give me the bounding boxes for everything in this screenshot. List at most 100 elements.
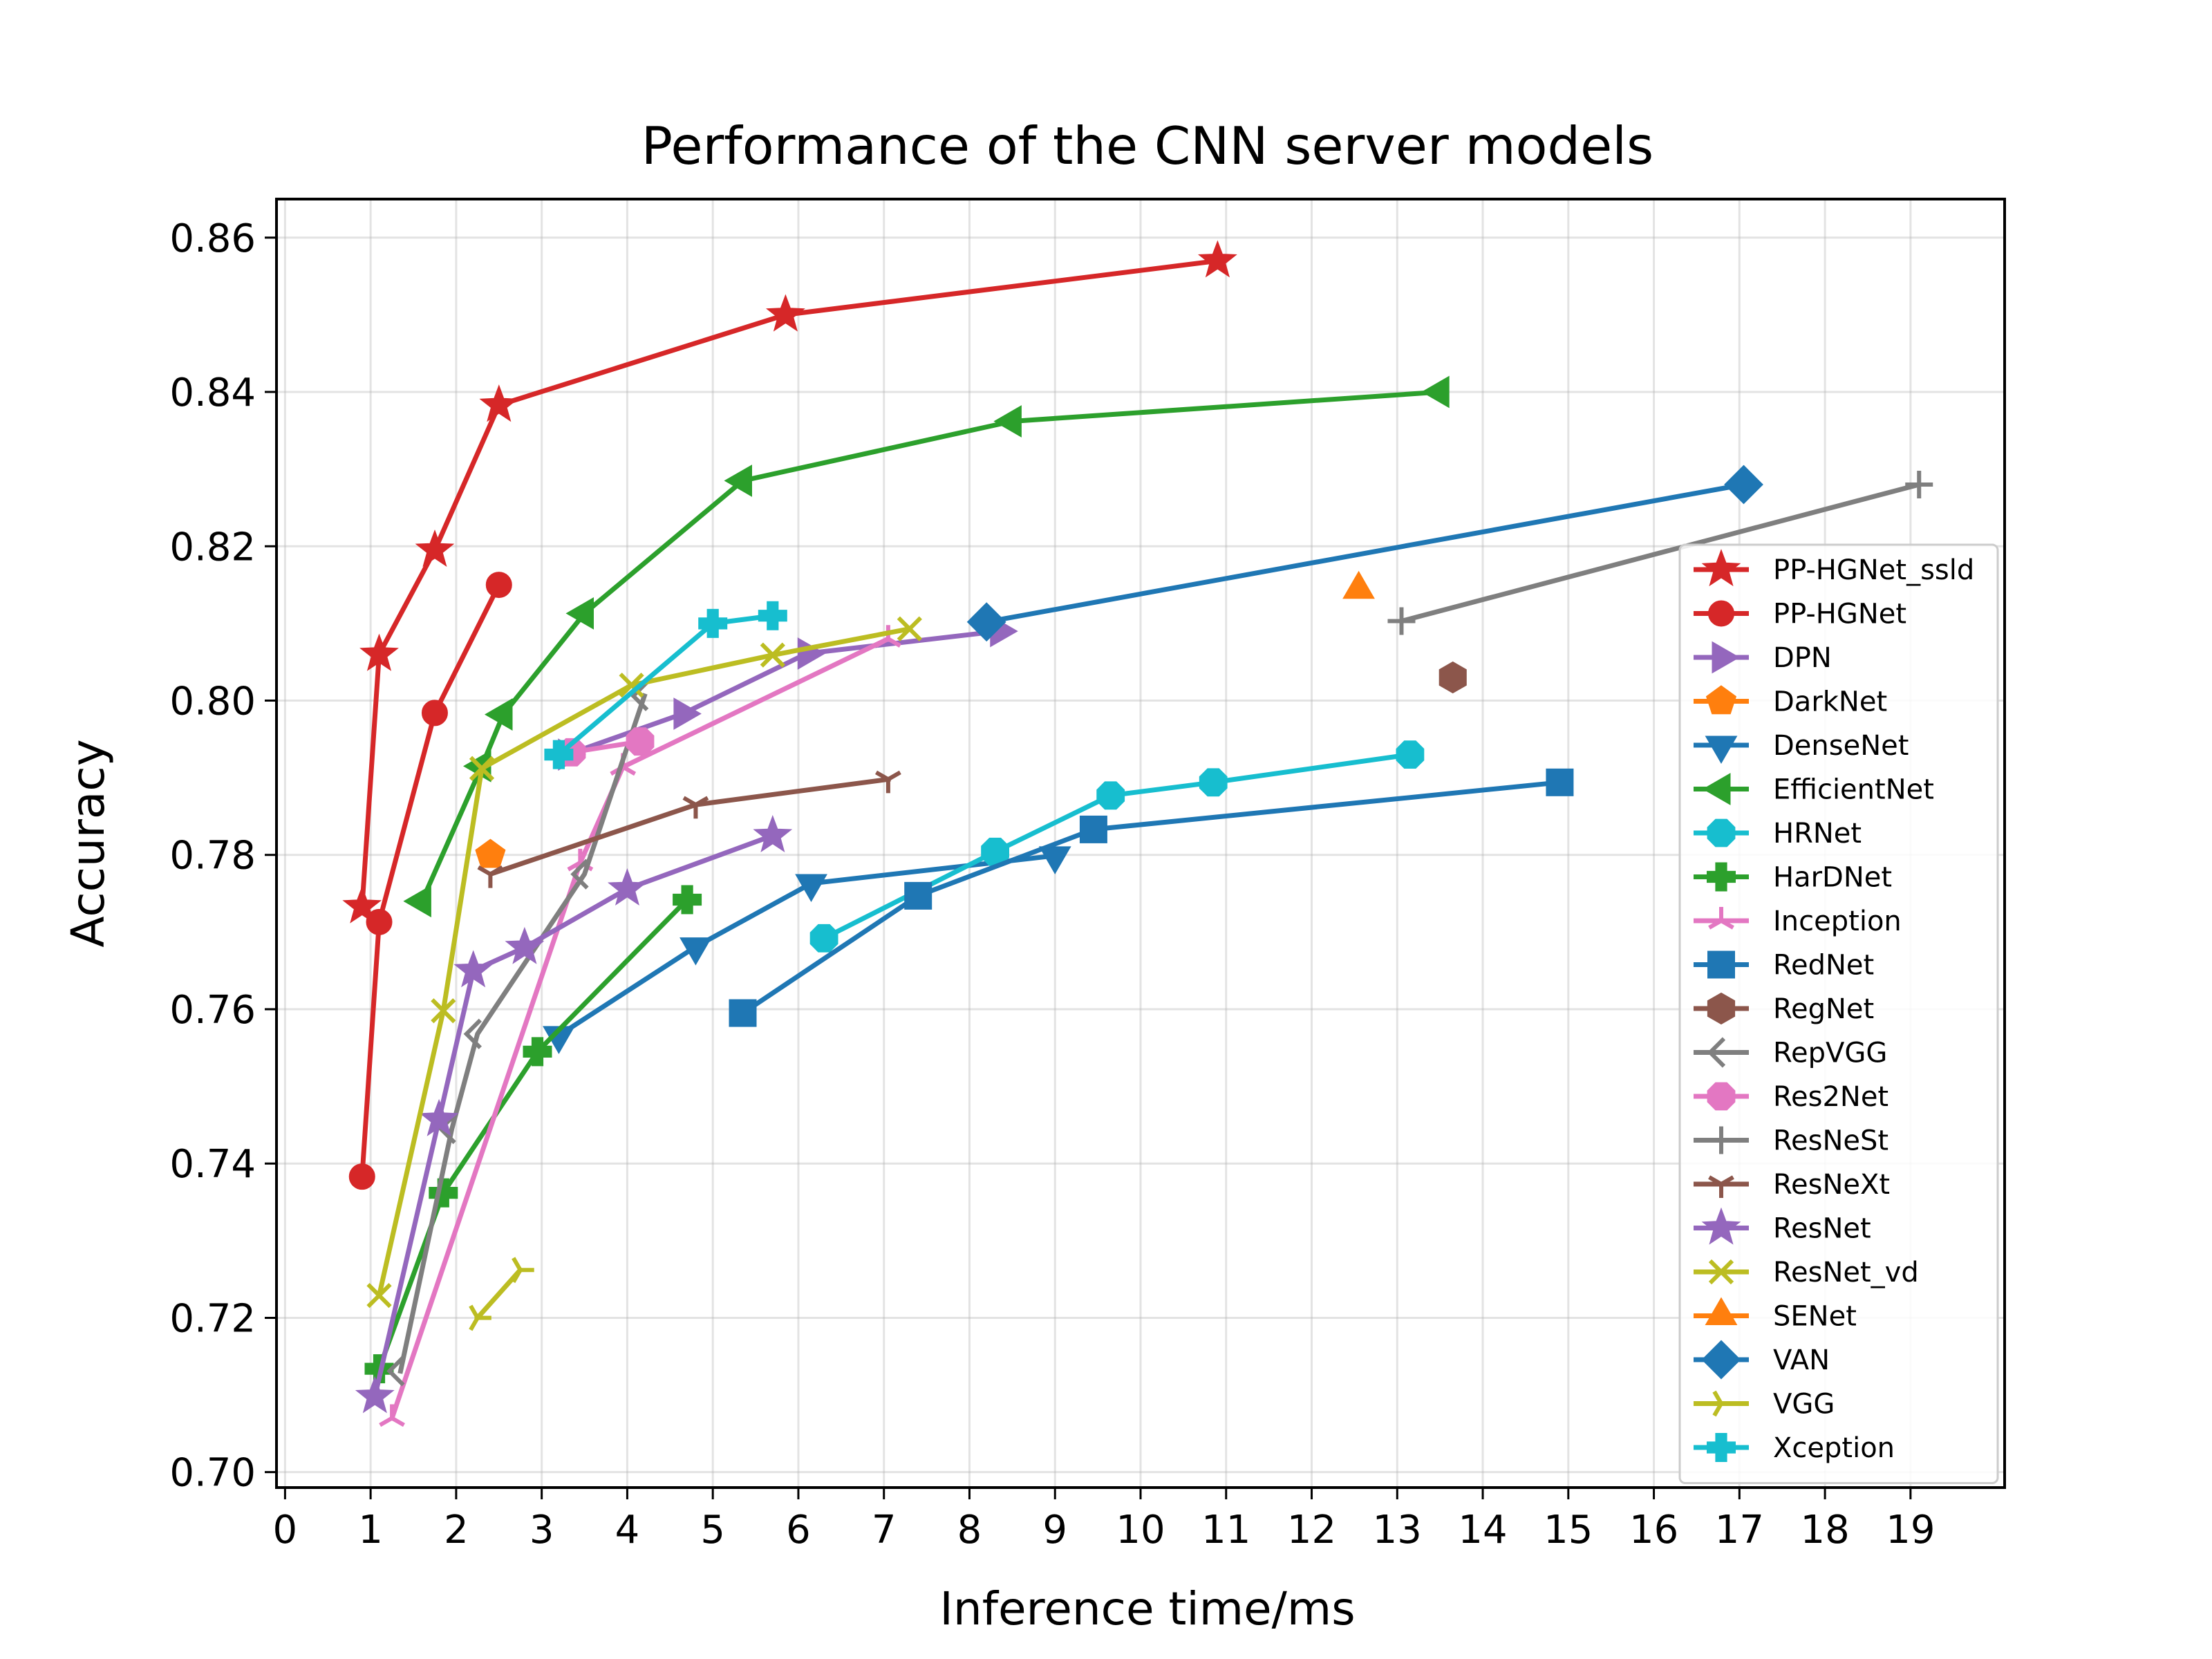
data-point-xception: [544, 740, 574, 769]
data-point-efficientnet: [485, 698, 513, 731]
legend-item-pp-hgnet: PP-HGNet: [1694, 599, 1906, 630]
data-point-hrnet: [1396, 740, 1425, 769]
axis-ticks: 0 1 2 3 4 5 6 7 8 9 10 11 12 13 14 15 16 17 18 190.700.720.…: [169, 216, 1935, 1553]
legend-label: RepVGG: [1773, 1038, 1887, 1069]
data-point-hardnet: [673, 885, 702, 915]
data-point-repvgg: [630, 680, 649, 711]
series-line-densenet: [555, 853, 1058, 1039]
data-point-densenet: [795, 874, 827, 903]
data-point-densenet: [1038, 846, 1071, 874]
legend-marker-xception: [1707, 1433, 1736, 1462]
x-tick-label: 12: [1287, 1508, 1336, 1553]
legend-label: RedNet: [1773, 950, 1874, 982]
legend-label: Res2Net: [1773, 1081, 1888, 1113]
legend-label: ResNet: [1773, 1213, 1871, 1245]
data-point-resnet: [355, 1376, 395, 1414]
legend-item-resnext: ResNeXt: [1694, 1169, 1890, 1201]
data-point-resnet: [453, 950, 494, 988]
legend-item-xception: Xception: [1694, 1432, 1895, 1464]
legend-label: Xception: [1773, 1432, 1895, 1464]
legend-marker-resnext: [1708, 1175, 1734, 1198]
y-tick-label: 0.74: [169, 1142, 256, 1187]
y-tick-label: 0.76: [169, 988, 256, 1033]
legend-label: HarDNet: [1773, 862, 1892, 894]
x-tick-label: 0: [273, 1508, 298, 1553]
data-point-pp-hgnet-ssld: [479, 384, 519, 422]
legend-marker-darknet: [1705, 685, 1737, 715]
legend-label: DPN: [1773, 642, 1832, 674]
data-point-efficientnet: [993, 405, 1022, 438]
x-axis-label: Inference time/ms: [939, 1582, 1355, 1635]
legend-marker-res2net: [1707, 1082, 1736, 1111]
data-point-van: [966, 602, 1006, 642]
legend-item-vgg: VGG: [1694, 1389, 1835, 1421]
data-point-xception: [758, 601, 787, 630]
legend-item-dpn: DPN: [1694, 641, 1832, 674]
y-tick-label: 0.82: [169, 525, 256, 570]
series-xception: [544, 601, 787, 769]
legend-marker-hrnet: [1707, 818, 1736, 847]
x-tick-label: 6: [786, 1508, 811, 1553]
series-pp-hgnet-ssld: [342, 240, 1237, 924]
legend-marker-resnet-vd: [1708, 1259, 1734, 1285]
legend-marker-hardnet: [1707, 862, 1736, 892]
legend-label: VGG: [1773, 1389, 1835, 1421]
series-line-van: [984, 481, 1747, 625]
series-resnest: [1387, 470, 1933, 635]
data-point-pp-hgnet-ssld: [342, 885, 382, 924]
legend-item-hrnet: HRNet: [1694, 818, 1862, 850]
data-point-xception: [698, 608, 728, 638]
legend-label: DarkNet: [1773, 686, 1887, 718]
data-point-vgg: [512, 1257, 534, 1284]
legend-marker-resnest: [1707, 1126, 1735, 1154]
x-tick-label: 11: [1201, 1508, 1250, 1553]
series-line-repvgg: [397, 693, 648, 1374]
legend-marker-pp-hgnet-ssld: [1701, 549, 1741, 587]
series-line-pp-hgnet: [359, 581, 503, 1179]
data-point-densenet: [679, 937, 712, 966]
x-tick-label: 18: [1800, 1508, 1849, 1553]
y-tick-label: 0.86: [169, 216, 256, 261]
y-tick-label: 0.78: [169, 834, 256, 879]
data-point-pp-hgnet-ssld: [765, 294, 805, 332]
data-point-resnext: [875, 770, 901, 794]
x-tick-label: 2: [444, 1508, 469, 1553]
data-point-resnet-vd: [619, 673, 644, 698]
legend-label: Inception: [1773, 906, 1902, 937]
legend-label: EfficientNet: [1773, 774, 1934, 806]
legend-label: ResNet_vd: [1773, 1257, 1919, 1288]
legend-label: ResNeXt: [1773, 1169, 1890, 1201]
legend-marker-vgg: [1712, 1390, 1735, 1417]
x-tick-label: 10: [1116, 1508, 1165, 1553]
data-point-darknet: [475, 838, 506, 868]
legend-marker-densenet: [1705, 735, 1738, 764]
series-line-inception: [388, 635, 892, 1421]
legend-label: PP-HGNet: [1773, 599, 1906, 630]
x-tick-label: 14: [1458, 1508, 1507, 1553]
data-point-resnest: [1387, 607, 1416, 635]
legend-item-inception: Inception: [1694, 906, 1902, 937]
data-point-efficientnet: [403, 885, 431, 918]
data-point-senet: [1342, 570, 1375, 599]
data-point-pp-hgnet-ssld: [359, 633, 399, 671]
legend-marker-rednet: [1707, 950, 1735, 979]
data-point-resnet-vd: [760, 642, 785, 668]
data-point-resnet-vd: [897, 616, 922, 641]
legend-item-hardnet: HarDNet: [1694, 862, 1892, 894]
plot-series: [342, 240, 1933, 1427]
legend-item-res2net: Res2Net: [1694, 1081, 1888, 1113]
series-vgg: [469, 1257, 534, 1331]
x-tick-label: 19: [1886, 1508, 1935, 1553]
data-point-rednet: [904, 881, 932, 910]
data-point-pp-hgnet: [348, 1163, 375, 1190]
legend-marker-van: [1701, 1340, 1741, 1380]
data-point-efficientnet: [724, 465, 752, 497]
legend-marker-efficientnet: [1703, 773, 1731, 805]
series-hrnet: [809, 740, 1425, 953]
data-point-dpn: [673, 697, 702, 730]
data-point-resnest: [1905, 470, 1933, 498]
x-tick-label: 13: [1373, 1508, 1422, 1553]
data-point-res2net: [626, 727, 655, 756]
data-point-rednet: [729, 999, 757, 1027]
